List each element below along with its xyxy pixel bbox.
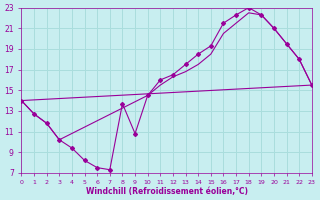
X-axis label: Windchill (Refroidissement éolien,°C): Windchill (Refroidissement éolien,°C) — [86, 187, 248, 196]
